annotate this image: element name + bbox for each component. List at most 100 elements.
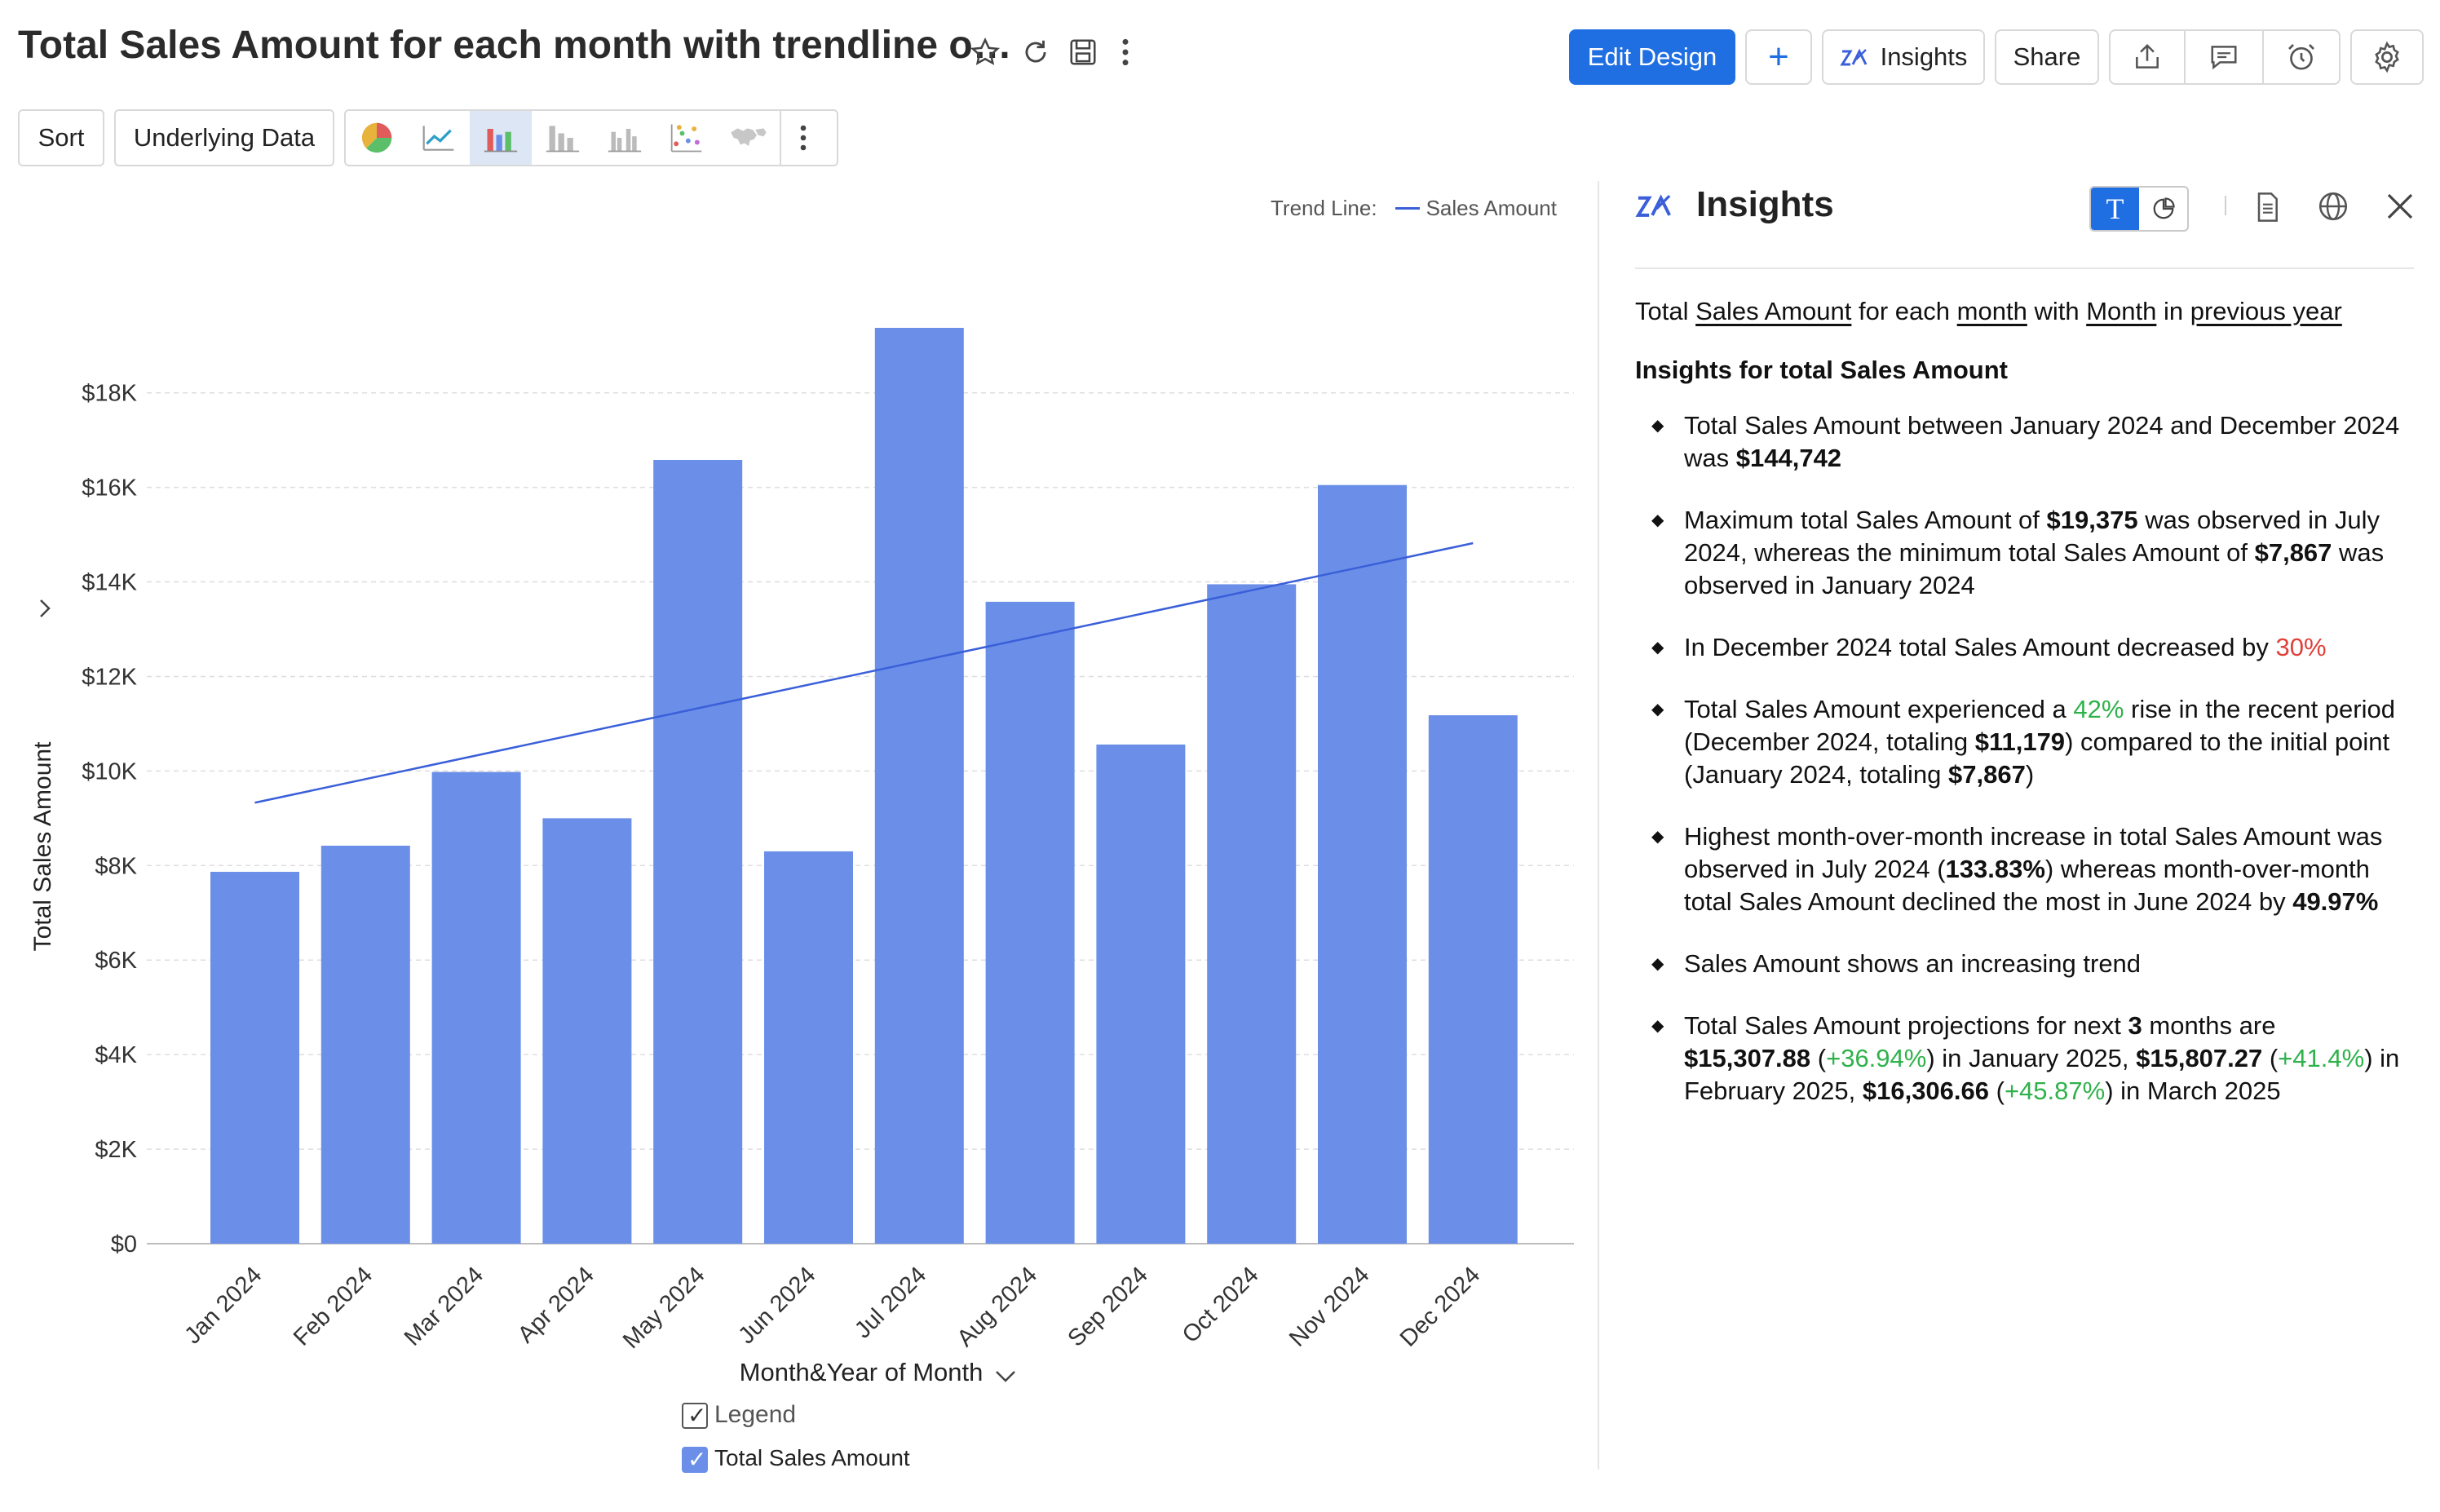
y-tick-label: $2K (95, 1137, 137, 1163)
legend-item-total-sales[interactable]: Total Sales Amount (682, 1445, 910, 1473)
insights-panel-title: Insights (1696, 184, 1834, 224)
insights-logo-icon (1635, 188, 1682, 228)
legend-item-label: Total Sales Amount (714, 1445, 910, 1470)
action-button-group (2109, 29, 2341, 85)
insight-item: Total Sales Amount experienced a 42% ris… (1651, 693, 2402, 791)
underlying-data-button[interactable]: Underlying Data (114, 109, 334, 166)
y-axis-label: Total Sales Amount (29, 741, 56, 951)
filter-value-link[interactable]: previous year (2190, 297, 2342, 325)
document-icon[interactable] (2251, 189, 2283, 229)
share-button[interactable]: Share (1995, 29, 2099, 85)
bar-jun-2024[interactable] (764, 851, 853, 1244)
x-axis-label[interactable]: Month&Year of Month (740, 1358, 984, 1386)
chart-type-selector (344, 109, 838, 166)
trend-line[interactable] (254, 542, 1474, 804)
insight-item: Maximum total Sales Amount of $19,375 wa… (1651, 504, 2402, 602)
refresh-icon[interactable] (1018, 34, 1054, 70)
trend-line-swatch (1395, 207, 1420, 210)
pie-chart-icon[interactable] (346, 111, 408, 165)
insight-item: Total Sales Amount projections for next … (1651, 1010, 2402, 1107)
insights-view-toggle: T (2089, 186, 2189, 232)
dimension-link[interactable]: month (1956, 297, 2027, 325)
y-tick-label: $18K (82, 381, 137, 407)
trend-line-label: Trend Line: (1271, 196, 1377, 220)
x-tick-label: Apr 2024 (513, 1262, 599, 1348)
insight-item: In December 2024 total Sales Amount decr… (1651, 631, 2402, 664)
panel-divider (1598, 181, 1599, 1470)
save-icon[interactable] (1065, 34, 1101, 70)
legend-title: Legend (714, 1401, 797, 1428)
bar-chart: $0 $2K $4K $6K $8K $10K $12K $14K $16K $18K Jan 2… (29, 328, 1574, 1386)
grouped-bar-icon[interactable] (594, 111, 656, 165)
x-tick-label: Nov 2024 (1284, 1262, 1374, 1351)
edit-design-button[interactable]: Edit Design (1569, 29, 1735, 85)
add-button[interactable]: + (1745, 29, 1812, 85)
y-tick-label: $16K (82, 475, 137, 502)
star-icon[interactable] (967, 34, 1003, 70)
alarm-icon[interactable] (2264, 31, 2339, 83)
x-tick-label: Jun 2024 (733, 1262, 820, 1349)
close-icon[interactable] (2383, 189, 2417, 228)
legend-toggle[interactable]: Legend (682, 1401, 797, 1430)
bar-sep-2024[interactable] (1096, 744, 1186, 1244)
series-checkbox[interactable] (682, 1446, 708, 1473)
insight-item: Sales Amount shows an increasing trend (1651, 948, 2402, 980)
text-view-icon[interactable]: T (2091, 188, 2139, 230)
legend-checkbox[interactable] (682, 1402, 708, 1430)
map-chart-icon[interactable] (718, 111, 780, 165)
globe-icon[interactable] (2316, 189, 2350, 228)
bar-may-2024[interactable] (653, 460, 743, 1244)
insight-item: Highest month-over-month increase in tot… (1651, 820, 2402, 918)
insights-list: Total Sales Amount between January 2024 … (1651, 409, 2402, 1107)
report-title: Total Sales Amount for each month with t… (18, 24, 1012, 67)
chart-more-options-icon[interactable] (780, 111, 825, 165)
x-tick-label: Aug 2024 (953, 1262, 1042, 1351)
y-tick-label: $4K (95, 1042, 137, 1068)
bar-dec-2024[interactable] (1428, 715, 1518, 1244)
insights-heading: Insights for total Sales Amount (1635, 356, 2008, 384)
more-options-icon[interactable] (1107, 34, 1143, 70)
x-axis-chevron-icon[interactable] (996, 1371, 1015, 1382)
bar-nov-2024[interactable] (1318, 484, 1407, 1244)
scatter-chart-icon[interactable] (656, 111, 718, 165)
line-chart-icon[interactable] (408, 111, 470, 165)
y-tick-label: $12K (82, 664, 137, 690)
y-tick-label: $0 (111, 1231, 137, 1258)
insights-button-label: Insights (1880, 42, 1968, 71)
y-axis-chevron-icon[interactable] (40, 599, 51, 617)
insights-header-divider (1635, 267, 2414, 269)
toolbar-separator (2225, 196, 2226, 215)
bar-apr-2024[interactable] (542, 818, 632, 1244)
bar-aug-2024[interactable] (985, 601, 1075, 1244)
export-icon[interactable] (2111, 31, 2186, 83)
filter-field-link[interactable]: Month (2086, 297, 2157, 325)
chart-view-icon[interactable] (2139, 188, 2187, 230)
settings-gear-icon[interactable] (2350, 29, 2424, 85)
x-tick-label: Feb 2024 (289, 1262, 378, 1351)
x-tick-label: Jul 2024 (850, 1262, 931, 1343)
x-tick-label: Dec 2024 (1395, 1262, 1485, 1351)
comment-icon[interactable] (2186, 31, 2264, 83)
bar-jul-2024[interactable] (874, 328, 964, 1244)
x-tick-label: Jan 2024 (179, 1262, 267, 1349)
y-tick-label: $14K (82, 570, 137, 596)
bar-feb-2024[interactable] (320, 845, 410, 1244)
bar-mar-2024[interactable] (431, 771, 521, 1244)
y-tick-label: $8K (95, 853, 137, 879)
bar-jan-2024[interactable] (210, 872, 299, 1244)
x-tick-label: Mar 2024 (400, 1262, 488, 1351)
stacked-bar-icon[interactable] (532, 111, 594, 165)
sort-button[interactable]: Sort (18, 109, 104, 166)
trend-line-series-name[interactable]: Sales Amount (1426, 196, 1557, 220)
x-tick-label: Oct 2024 (1178, 1262, 1264, 1348)
bar-chart-icon[interactable] (470, 111, 532, 165)
measure-link[interactable]: Sales Amount (1695, 297, 1852, 325)
y-tick-label: $10K (82, 758, 137, 785)
insights-icon (1839, 48, 1867, 66)
insights-button[interactable]: Insights (1822, 29, 1985, 85)
y-tick-label: $6K (95, 948, 137, 974)
insights-description: Total Sales Amount for each month with M… (1635, 297, 2342, 325)
x-tick-label: May 2024 (618, 1262, 710, 1354)
bar-oct-2024[interactable] (1207, 584, 1297, 1244)
insight-item: Total Sales Amount between January 2024 … (1651, 409, 2402, 475)
